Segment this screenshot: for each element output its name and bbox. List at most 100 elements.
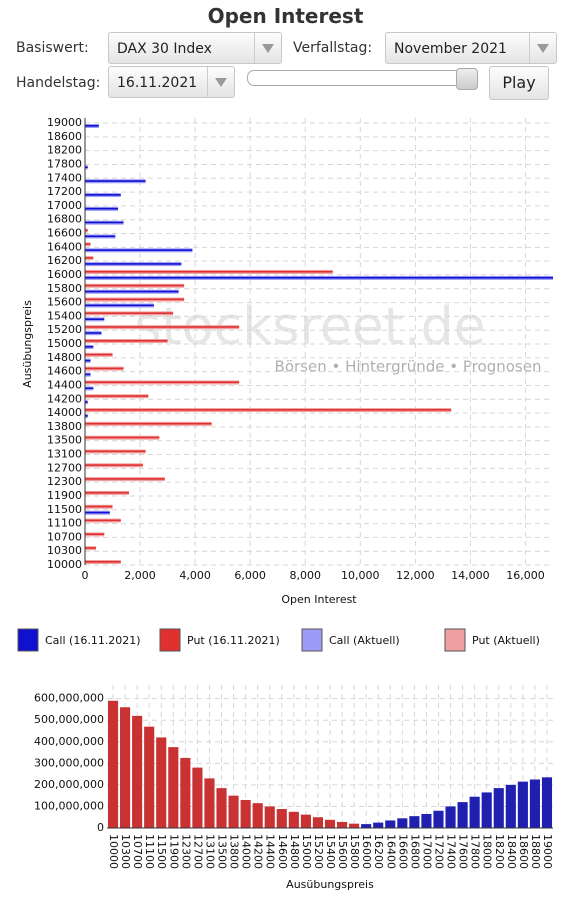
- bar: [264, 806, 275, 828]
- x-tick-label: 17400: [445, 834, 458, 869]
- legend-label: Put (Aktuell): [472, 634, 540, 647]
- x-tick-label: 18600: [517, 834, 530, 869]
- bar: [85, 243, 91, 245]
- bar: [493, 788, 504, 828]
- bar: [541, 777, 553, 828]
- y-tick-label: 15400: [47, 309, 82, 322]
- y-tick-label: 200,000,000: [34, 778, 104, 791]
- x-tick-label: 17800: [469, 834, 482, 869]
- bar: [85, 505, 113, 508]
- bar: [373, 822, 384, 828]
- bar: [85, 235, 116, 238]
- x-tick-label: 4,000: [179, 569, 211, 582]
- bar: [385, 820, 396, 828]
- bar: [336, 821, 348, 828]
- y-tick-label: 500,000,000: [34, 713, 104, 726]
- bar: [85, 318, 105, 320]
- select[interactable]: November 2021: [385, 32, 557, 64]
- y-tick-label: 14000: [47, 406, 82, 419]
- x-tick-label: 15200: [312, 834, 325, 869]
- x-tick-label: 15800: [348, 834, 361, 869]
- bar: [397, 818, 408, 828]
- bar: [85, 415, 88, 417]
- x-tick-label: 18200: [493, 834, 506, 869]
- y-tick-label: 16000: [47, 268, 82, 281]
- bar: [85, 381, 240, 384]
- y-tick-label: 14400: [47, 378, 82, 391]
- bar: [349, 823, 360, 828]
- play-button[interactable]: Play: [489, 66, 549, 100]
- bar: [85, 519, 121, 522]
- x-tick-label: 15400: [324, 834, 337, 869]
- select-value: 16.11.2021: [117, 75, 198, 91]
- bar: [85, 276, 553, 279]
- bar: [85, 166, 88, 169]
- bar: [85, 359, 91, 362]
- legend-swatch: [301, 628, 323, 652]
- bar: [107, 700, 119, 828]
- y-tick-label: 16200: [47, 254, 82, 267]
- bar: [469, 796, 480, 828]
- x-tick-label: 11100: [143, 834, 156, 869]
- x-tick-label: 16,000: [506, 569, 545, 582]
- y-tick-label: 17000: [47, 199, 82, 212]
- legend-label: Put (16.11.2021): [187, 634, 280, 647]
- bar: [180, 757, 191, 828]
- x-tick-label: 18000: [481, 834, 494, 869]
- x-tick-label: 17000: [420, 834, 433, 869]
- y-tick-label: 13800: [47, 420, 82, 433]
- y-tick-label: 11500: [47, 503, 82, 516]
- bar: [85, 533, 105, 535]
- bar: [228, 795, 239, 828]
- x-tick-label: 10000: [107, 834, 120, 869]
- x-tick-label: 13100: [203, 834, 216, 869]
- bar: [85, 270, 333, 273]
- bar: [85, 312, 174, 314]
- bar: [85, 125, 99, 127]
- x-tick-label: 0: [82, 569, 89, 582]
- bar: [85, 491, 130, 494]
- slider-thumb[interactable]: [456, 68, 478, 90]
- select-value: DAX 30 Index: [117, 41, 212, 57]
- x-tick-label: 14800: [288, 834, 301, 869]
- x-tick-label: 15600: [336, 834, 349, 869]
- x-tick-label: 14,000: [451, 569, 490, 582]
- legend-swatch: [17, 628, 39, 652]
- y-tick-label: 14200: [47, 392, 82, 405]
- bar: [85, 478, 165, 480]
- x-axis-label: Open Interest: [281, 593, 357, 606]
- x-axis-label: Ausübungspreis: [286, 878, 374, 891]
- bar: [85, 450, 146, 453]
- bar: [85, 464, 143, 466]
- bar: [85, 229, 88, 232]
- bar: [85, 290, 179, 293]
- legend-label: Call (Aktuell): [329, 634, 400, 647]
- slider[interactable]: [247, 70, 477, 86]
- bar: [85, 180, 146, 182]
- x-tick-label: 13500: [216, 834, 229, 869]
- bar: [156, 737, 167, 828]
- y-tick-label: 300,000,000: [34, 756, 104, 769]
- x-tick-label: 16400: [384, 834, 397, 869]
- y-tick-label: 400,000,000: [34, 735, 104, 748]
- y-tick-label: 17200: [47, 185, 82, 198]
- label: Handelstag:: [16, 75, 101, 91]
- y-tick-label: 11100: [47, 517, 82, 530]
- x-tick-label: 6,000: [234, 569, 266, 582]
- y-tick-label: 17800: [47, 157, 82, 170]
- y-tick-label: 18600: [47, 130, 82, 143]
- select[interactable]: 16.11.2021: [108, 66, 235, 98]
- y-tick-label: 15000: [47, 337, 82, 350]
- watermark-tagline: Börsen • Hintergründe • Prognosen: [275, 358, 542, 376]
- bar: [288, 811, 299, 828]
- bar: [85, 387, 94, 390]
- y-tick-label: 17400: [47, 171, 82, 184]
- select[interactable]: DAX 30 Index: [108, 32, 282, 64]
- x-tick-label: 16000: [360, 834, 373, 869]
- bar: [85, 436, 160, 439]
- x-tick-label: 2,000: [124, 569, 156, 582]
- x-tick-label: 17600: [457, 834, 470, 869]
- x-tick-label: 19000: [541, 834, 554, 869]
